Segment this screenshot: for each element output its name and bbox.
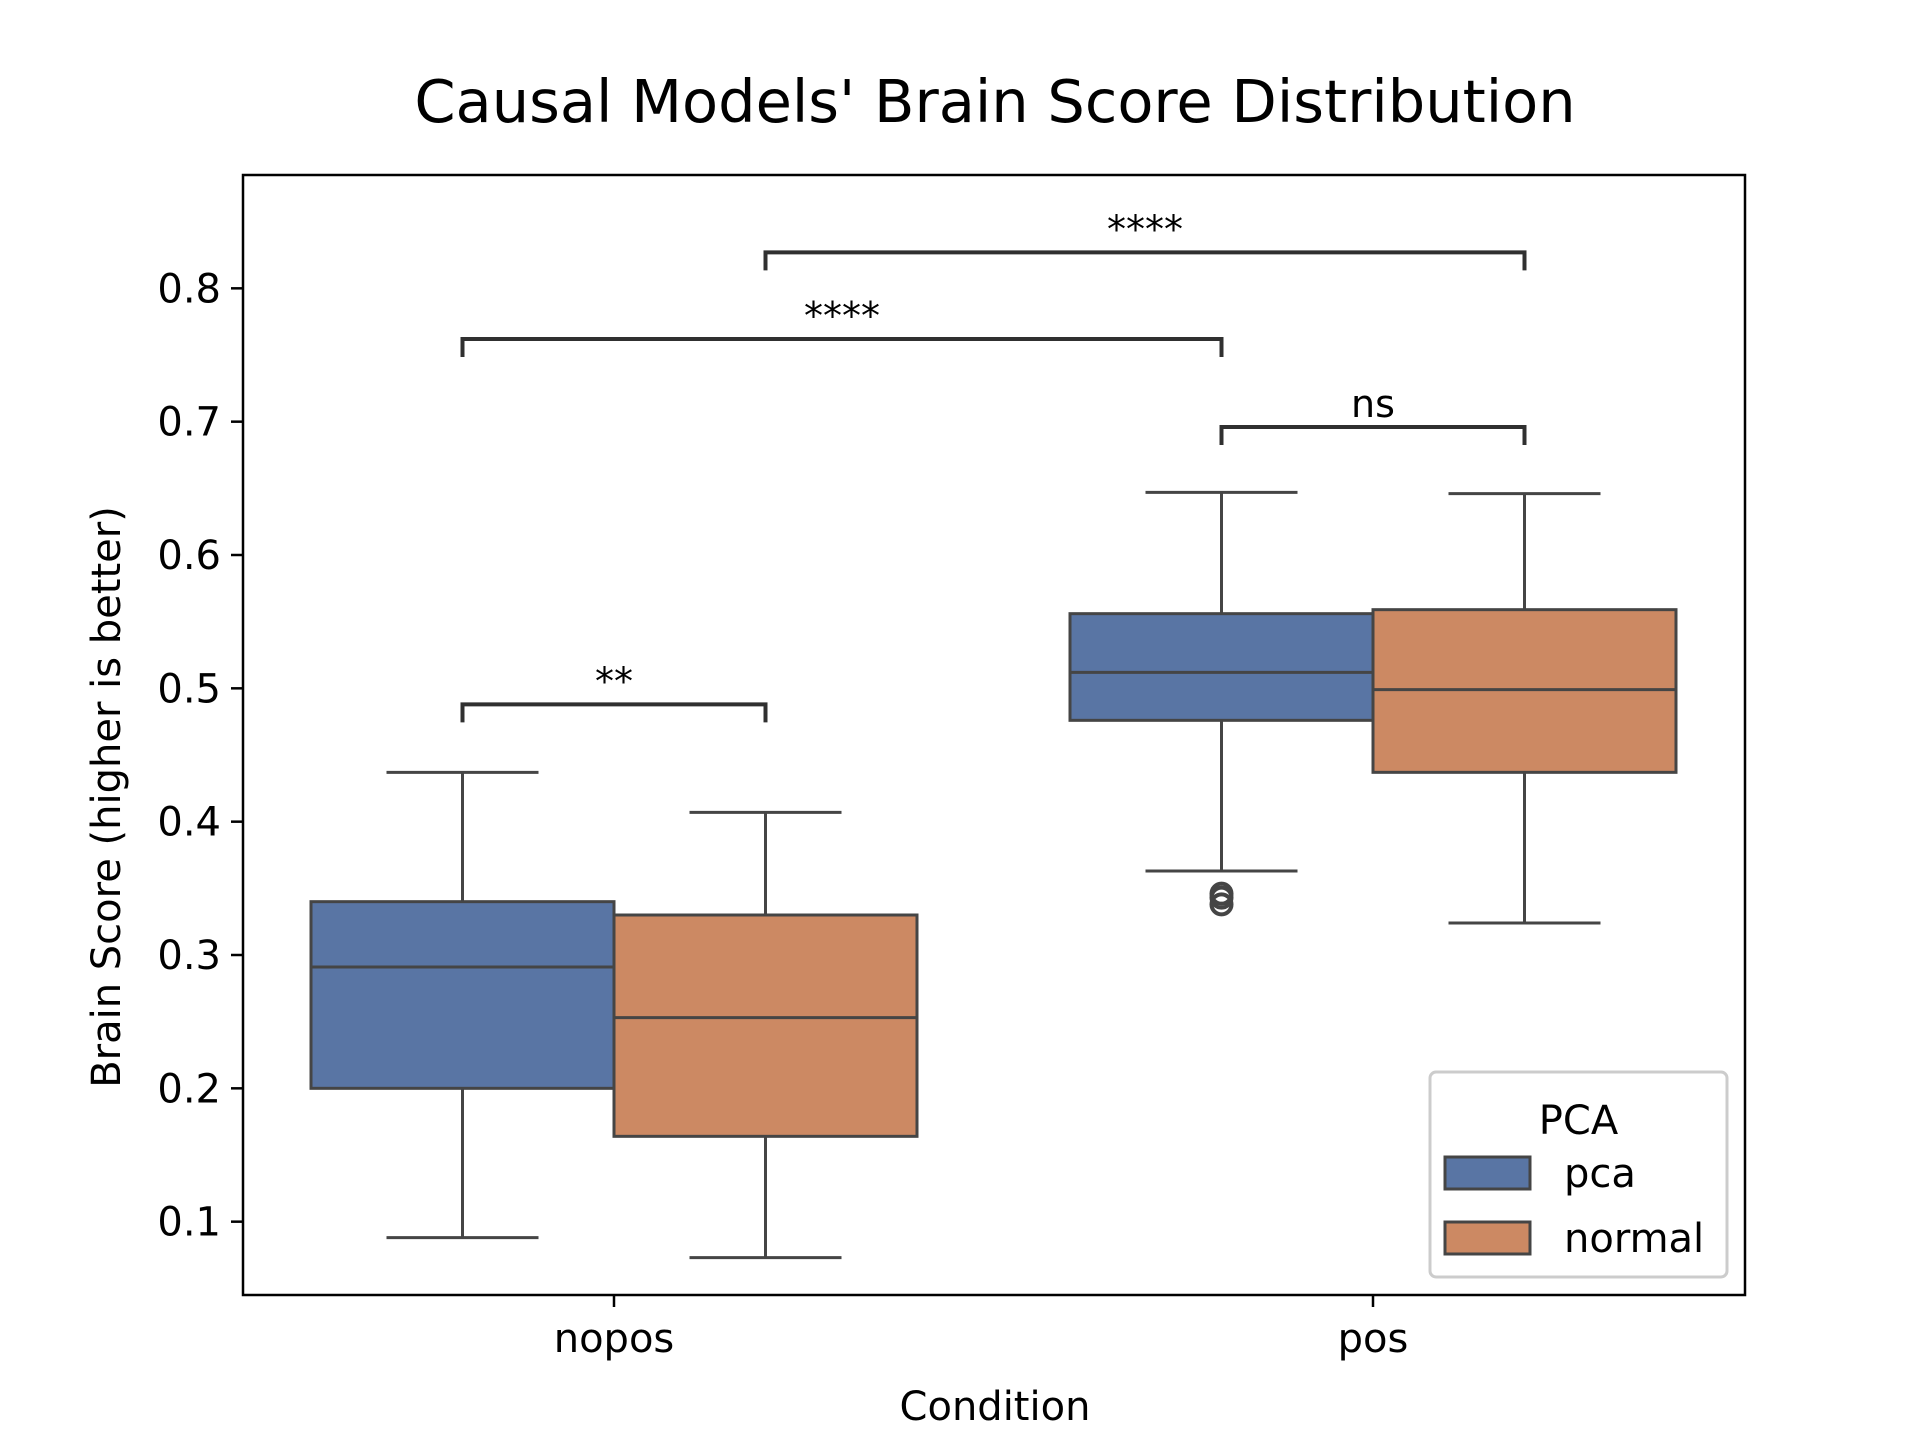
legend-swatch (1443, 1155, 1532, 1191)
legend-swatch (1443, 1220, 1532, 1256)
y-tick-label: 0.1 (157, 1200, 221, 1246)
x-axis-label: Condition (900, 1384, 1091, 1430)
significance-label: **** (1107, 207, 1183, 251)
y-tick-label: 0.8 (157, 266, 221, 312)
significance-bracket: **** (460, 294, 1224, 357)
y-tick-label: 0.2 (157, 1066, 221, 1112)
legend-label: normal (1564, 1216, 1704, 1262)
box-iqr (1068, 612, 1375, 722)
legend-label: pca (1564, 1151, 1636, 1197)
x-tick-label: pos (1338, 1316, 1409, 1362)
x-tick-label: nopos (554, 1316, 675, 1362)
bracket-line (460, 702, 768, 723)
y-tick-label: 0.6 (157, 533, 221, 579)
y-tick-label: 0.5 (157, 666, 221, 712)
y-axis-label: Brain Score (higher is better) (84, 506, 130, 1088)
significance-label: ** (595, 659, 633, 703)
bracket-line (1219, 425, 1527, 445)
chart-title: Causal Models' Brain Score Distribution (414, 67, 1575, 136)
significance-bracket: ** (460, 659, 768, 723)
y-tick-label: 0.4 (157, 800, 221, 846)
significance-label: **** (804, 294, 880, 338)
axes: 0.1 0.2 0.3 0.4 0.5 0.6 0.7 0.8 nopos pos (157, 173, 1747, 1362)
outlier-point (1209, 892, 1234, 917)
y-tick-label: 0.7 (157, 400, 221, 446)
legend-item-pca: pca (1443, 1151, 1636, 1197)
box-pca-nopos (309, 770, 616, 1240)
legend: PCA pca normal (1428, 1070, 1729, 1279)
y-tick-label: 0.3 (157, 933, 221, 979)
bracket-line (460, 337, 1224, 357)
box-iqr (309, 900, 616, 1090)
legend-title: PCA (1539, 1098, 1619, 1144)
plot-frame (241, 173, 1747, 1297)
significance-bracket: **** (763, 207, 1527, 271)
legend-item-normal: normal (1443, 1216, 1704, 1262)
significance-annotations: ** ns **** **** (460, 207, 1527, 723)
box-pca-pos (1068, 490, 1375, 917)
box-iqr (612, 913, 919, 1138)
significance-label: ns (1351, 382, 1395, 426)
significance-bracket: ns (1219, 382, 1527, 445)
bracket-line (763, 250, 1527, 271)
box-normal-nopos (612, 810, 919, 1260)
plot-area (309, 490, 1678, 1260)
box-normal-pos (1371, 492, 1678, 925)
outlier-point (1209, 881, 1234, 906)
